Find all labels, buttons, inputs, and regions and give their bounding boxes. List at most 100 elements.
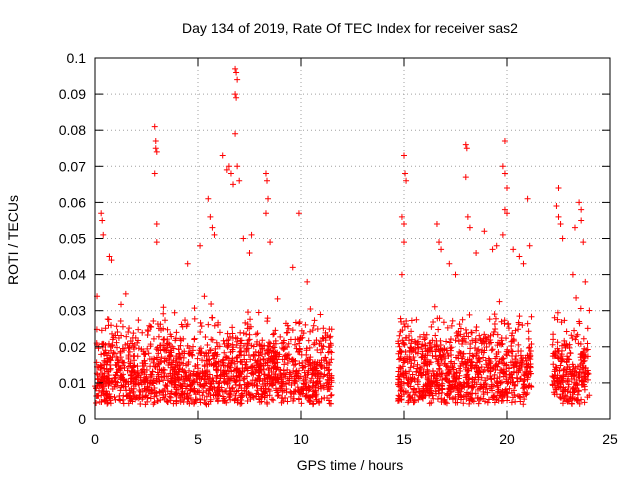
roti-point [411, 375, 418, 382]
roti-point [160, 346, 167, 353]
roti-point [203, 358, 210, 365]
roti-point [405, 399, 412, 406]
roti-point [445, 370, 452, 377]
roti-point [141, 376, 148, 383]
roti-point [233, 354, 240, 361]
roti-point [244, 340, 251, 347]
roti-point [518, 362, 525, 369]
roti-point [197, 399, 204, 406]
roti-point [158, 327, 165, 334]
roti-point [296, 389, 303, 396]
roti-point [414, 381, 421, 388]
roti-point [568, 400, 575, 407]
roti-point [274, 359, 281, 366]
roti-point [567, 370, 574, 377]
roti-point [416, 393, 423, 400]
roti-point [572, 336, 579, 343]
roti-point [205, 350, 212, 357]
roti-point [586, 392, 593, 399]
roti-point [121, 377, 128, 384]
roti-point [158, 388, 165, 395]
roti-point [495, 386, 502, 393]
roti-point [464, 213, 471, 220]
roti-point [424, 361, 430, 368]
roti-point [107, 395, 114, 402]
roti-point [206, 380, 213, 387]
roti-point [250, 353, 257, 360]
roti-point [476, 332, 483, 339]
roti-point [504, 321, 511, 328]
roti-point [559, 235, 566, 242]
y-tick-labels: 0 0.01 0.02 0.03 0.04 0.05 0.06 0.07 0.08 0.09 0.1 [59, 50, 86, 427]
roti-point [275, 378, 282, 385]
roti-point [442, 375, 449, 382]
roti-point [325, 367, 332, 374]
roti-point [408, 340, 415, 347]
data-points [92, 65, 593, 408]
roti-point [318, 364, 325, 371]
roti-point [161, 358, 168, 365]
roti-point [328, 391, 335, 398]
roti-point [215, 391, 222, 398]
roti-point [193, 396, 200, 403]
roti-point [185, 395, 192, 402]
roti-point [137, 388, 144, 395]
roti-point [565, 373, 572, 380]
roti-point [235, 387, 242, 394]
roti-point [487, 339, 494, 346]
roti-point [399, 363, 406, 370]
roti-point [296, 367, 303, 374]
roti-point [567, 350, 574, 357]
roti-point [497, 392, 504, 399]
roti-point [170, 366, 177, 373]
roti-point [207, 213, 214, 220]
roti-point [277, 366, 284, 373]
roti-point [456, 365, 463, 372]
roti-point [473, 381, 480, 388]
roti-point [422, 381, 429, 388]
roti-point [268, 396, 275, 403]
roti-point [307, 354, 314, 361]
roti-point [577, 305, 584, 312]
roti-point [489, 246, 496, 253]
roti-point [452, 394, 459, 401]
roti-point [235, 372, 242, 379]
roti-point [457, 381, 464, 388]
roti-point [510, 378, 517, 385]
roti-point [401, 323, 408, 330]
roti-point [262, 210, 269, 217]
roti-point [407, 395, 414, 402]
roti-point [492, 325, 499, 332]
roti-point [209, 374, 216, 381]
roti-point [400, 388, 407, 395]
roti-point [309, 401, 316, 408]
roti-point [524, 389, 531, 396]
roti-point [398, 396, 405, 403]
roti-point [463, 380, 470, 387]
roti-point [93, 399, 100, 406]
roti-point [104, 391, 111, 398]
roti-point [264, 315, 271, 322]
roti-point [212, 345, 219, 352]
roti-point [116, 365, 123, 372]
roti-point [465, 367, 472, 374]
roti-point [272, 353, 279, 360]
roti-point [327, 340, 334, 347]
y-tick-label: 0.03 [59, 303, 86, 319]
roti-point [244, 365, 251, 372]
roti-point [500, 355, 507, 362]
roti-point [317, 311, 324, 318]
roti-point [313, 391, 320, 398]
roti-point [419, 341, 426, 348]
roti-point [448, 322, 455, 329]
roti-point [178, 382, 185, 389]
roti-point [579, 360, 586, 367]
roti-point [474, 359, 481, 366]
roti-point [260, 356, 267, 363]
roti-point [522, 368, 529, 375]
roti-point [164, 398, 171, 405]
roti-point [463, 330, 470, 337]
roti-point [506, 385, 513, 392]
roti-point [166, 393, 173, 400]
roti-point [484, 389, 491, 396]
